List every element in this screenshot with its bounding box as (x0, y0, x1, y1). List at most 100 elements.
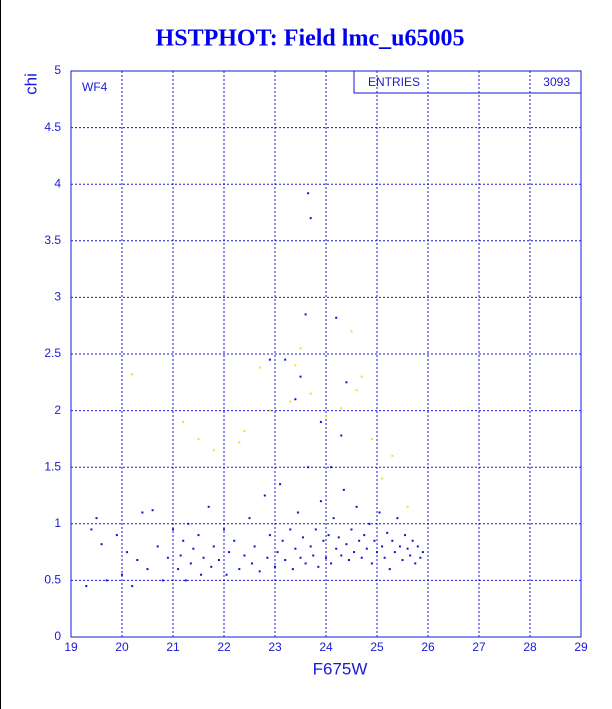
scatter-point (197, 437, 200, 440)
scatter-point (289, 528, 292, 531)
scatter-point (268, 534, 271, 537)
scatter-point (238, 441, 241, 444)
scatter-point (212, 449, 215, 452)
scatter-point (309, 217, 312, 220)
x-axis-label: F675W (313, 659, 368, 678)
scatter-point (401, 559, 404, 562)
scatter-point (276, 551, 279, 554)
scatter-point (268, 358, 271, 361)
scatter-point (391, 454, 394, 457)
y-tick-label: 3 (54, 290, 61, 304)
scatter-point (238, 568, 241, 571)
scatter-point (319, 500, 322, 503)
scatter-point (350, 528, 353, 531)
scatter-point (131, 585, 134, 588)
scatter-point (340, 407, 343, 410)
scatter-point (95, 517, 98, 520)
scatter-point (363, 534, 366, 537)
scatter-point (365, 547, 368, 550)
scatter-point (115, 534, 118, 537)
scatter-point (327, 534, 330, 537)
y-tick-label: 1 (54, 516, 61, 530)
y-tick-label: 2.5 (44, 346, 61, 360)
scatter-point (368, 522, 371, 525)
scatter-point (299, 347, 302, 350)
scatter-point (345, 381, 348, 384)
scatter-point (172, 528, 174, 531)
scatter-point (177, 568, 180, 571)
chart-title: HSTPHOT: Field lmc_u65005 (156, 26, 465, 52)
scatter-point (388, 568, 391, 571)
scatter-point (274, 565, 276, 568)
scatter-point (322, 539, 325, 542)
x-tick-label: 28 (523, 640, 537, 654)
x-tick-label: 21 (166, 640, 180, 654)
scatter-point (131, 373, 134, 376)
scatter-point (314, 528, 317, 531)
scatter-point (253, 545, 256, 548)
scatter-point (121, 573, 123, 576)
scatter-point (243, 554, 246, 557)
y-tick-label: 4 (54, 176, 61, 190)
scatter-point (296, 511, 299, 514)
scatter-point (409, 554, 412, 557)
scatter-point (350, 330, 353, 333)
scatter-point (146, 568, 149, 571)
stats-value: 3093 (543, 75, 570, 89)
scatter-point (342, 488, 345, 491)
scatter-point (335, 316, 338, 319)
scatter-point (266, 556, 269, 559)
scatter-point (370, 562, 373, 565)
scatter-point (166, 556, 169, 559)
scatter-point (406, 505, 409, 508)
scatter-point (398, 545, 401, 548)
scatter-point (307, 192, 310, 195)
scatter-point (233, 539, 236, 542)
scatter-point (85, 585, 88, 588)
scatter-point (291, 568, 294, 571)
scatter-point (225, 573, 228, 576)
scatter-point (294, 398, 297, 401)
scatter-point (319, 420, 322, 423)
scatter-point (156, 545, 159, 548)
scatter-point (187, 522, 190, 525)
scatter-point (381, 545, 384, 548)
scatter-point (268, 409, 271, 412)
scatter-point (141, 511, 144, 514)
scatter-point (393, 551, 396, 554)
scatter-point (299, 375, 302, 378)
scatter-point (197, 534, 200, 537)
scatter-point (332, 517, 335, 520)
scatter-point (360, 375, 363, 378)
panel-annotation: WF4 (82, 80, 108, 94)
scatter-point (340, 434, 343, 437)
y-tick-label: 0 (54, 629, 61, 643)
scatter-point (105, 579, 108, 582)
scatter-point (373, 539, 376, 542)
scatter-point (335, 547, 338, 550)
x-tick-label: 25 (370, 640, 384, 654)
scatter-point (302, 536, 305, 539)
scatter-point (210, 565, 213, 568)
scatter-point (358, 539, 361, 542)
scatter-point (279, 483, 282, 486)
scatter-point (184, 579, 187, 582)
x-tick-label: 20 (115, 640, 129, 654)
scatter-point (347, 559, 350, 562)
scatter-point (309, 545, 312, 548)
x-tick-label: 27 (472, 640, 486, 654)
scatter-point (337, 536, 340, 539)
scatter-point (281, 539, 284, 542)
y-tick-label: 0.5 (44, 573, 61, 587)
scatter-point (406, 547, 409, 550)
scatter-point (376, 551, 378, 554)
scatter-point (294, 364, 297, 367)
scatter-point (299, 556, 302, 559)
stats-label: ENTRIES (368, 75, 420, 89)
scatter-point (411, 539, 414, 542)
scatter-point (378, 511, 381, 514)
scatter-point (317, 565, 320, 568)
scatter-point (353, 551, 356, 554)
x-tick-label: 29 (574, 640, 588, 654)
scatter-point (307, 466, 310, 469)
